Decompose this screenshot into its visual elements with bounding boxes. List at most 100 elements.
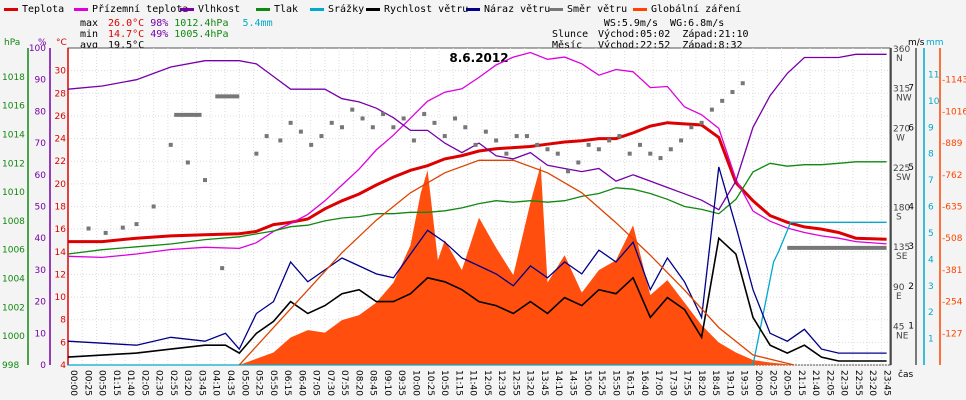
humidity-tick-label: 80	[35, 107, 47, 117]
pressure-tick-label: 1004	[2, 275, 25, 285]
wind-dir-tick-label: 135	[893, 243, 910, 253]
legend-swatch	[256, 8, 270, 11]
wind-direction-point	[278, 138, 283, 143]
rain-tick-label: 2	[928, 308, 934, 318]
wind-direction-point	[637, 142, 642, 147]
x-tick-label: 07:05	[311, 370, 321, 396]
wind-direction-point	[411, 138, 416, 143]
wind-speed-tick-label: 4	[908, 203, 914, 213]
x-tick-label: 12:05	[482, 370, 492, 396]
x-tick-label: 06:15	[282, 370, 292, 396]
stats-block: max 26.0°C 98% 1012.4hPa 5.4mm min 14.7°…	[80, 18, 273, 51]
wind-dir-compass-label: SW	[896, 173, 911, 183]
wind-direction-point	[370, 125, 375, 130]
wind-dir-tick-label: 225	[893, 164, 910, 174]
pressure-tick-label: 1000	[2, 332, 25, 342]
stat-avg-temp: 19.5°C	[108, 40, 145, 51]
wind-direction-point	[658, 156, 663, 161]
wind-dir-tick-label: 270	[893, 124, 910, 134]
x-tick-label: 01:40	[125, 370, 135, 396]
x-tick-label: 12:55	[510, 370, 520, 396]
legend-swatch	[180, 8, 194, 11]
x-tick-label: 11:15	[453, 370, 463, 396]
wind-direction-point	[185, 160, 190, 165]
temperature-tick-label: 18	[55, 203, 67, 213]
wind-direction-point	[422, 112, 427, 117]
wind-dir-compass-label: NE	[896, 331, 909, 341]
sun-label: Slunce	[552, 29, 589, 40]
x-tick-label: 18:20	[696, 370, 706, 396]
legend-swatch	[549, 8, 563, 11]
wind-direction-point	[381, 112, 386, 117]
wind-direction-point	[86, 226, 91, 231]
x-tick-label: 15:00	[582, 370, 592, 396]
wind-direction-point	[453, 116, 458, 121]
wind-speed-tick-label: 1	[908, 321, 914, 331]
x-tick-label: 08:20	[353, 370, 363, 396]
temperature-tick-label: 22	[55, 157, 66, 167]
wind-dir-tick-label: 315	[893, 85, 910, 95]
wind-direction-point	[627, 151, 632, 156]
stat-max-temp: 26.0°C	[108, 18, 145, 29]
temperature-tick-label: 28	[55, 89, 67, 99]
legend-swatch	[4, 8, 18, 11]
wind-dir-compass-label: E	[896, 292, 902, 302]
x-tick-label: 14:35	[567, 370, 577, 396]
x-tick-label: 23:20	[867, 370, 877, 396]
x-tick-label: 08:45	[368, 370, 378, 396]
x-tick-label: 10:00	[411, 370, 421, 396]
humidity-tick-label: 40	[35, 234, 47, 244]
series-line	[67, 166, 887, 354]
x-tick-label: 21:15	[796, 370, 806, 396]
x-tick-label: 21:40	[810, 370, 820, 396]
wind-direction-point	[679, 138, 684, 143]
chart-title: 8.6.2012	[449, 51, 508, 65]
legend-item: Globální záření	[633, 4, 741, 15]
x-tick-label: 06:40	[296, 370, 306, 396]
wind-direction-point	[607, 138, 612, 143]
legend-label: Teplota	[22, 4, 65, 15]
radiation-tick-label: -635	[942, 203, 962, 213]
wind-direction-point	[689, 125, 694, 130]
radiation-tick-label: -889	[942, 139, 963, 149]
series-line	[67, 161, 887, 255]
wind-direction-point	[586, 142, 591, 147]
wind-dir-compass-label: S	[896, 213, 902, 223]
wind-direction-point	[220, 266, 225, 271]
legend-label: Vlhkost	[198, 4, 241, 15]
rain-tick-label: 11	[928, 70, 939, 80]
wind-dir-compass-label: NW	[896, 94, 912, 104]
astro-block: WS:5.9m/s WG:6.8m/s Slunce Východ:05:02 …	[552, 18, 749, 51]
wind-speed-tick-label: 7	[908, 84, 914, 94]
radiation-tick-label: -1143	[942, 76, 966, 86]
pressure-tick-label: 1016	[2, 102, 25, 112]
x-axis-label: čas	[898, 369, 913, 380]
moon-set: Západ:8:32	[682, 40, 743, 51]
pressure-axis-unit: hPa	[4, 38, 20, 48]
rain-tick-label: 5	[928, 229, 934, 239]
series-line	[67, 236, 887, 362]
humidity-tick-label: 0	[40, 361, 46, 371]
x-tick-label: 13:45	[539, 370, 549, 396]
wind-dir-tick-label: 45	[893, 322, 904, 332]
wind-direction-point	[134, 222, 139, 227]
wind-direction-point	[709, 107, 714, 112]
humidity-tick-label: 20	[35, 298, 47, 308]
wind-direction-point	[494, 138, 499, 143]
temperature-tick-label: 14	[55, 248, 67, 258]
wind-direction-point	[360, 116, 365, 121]
x-tick-label: 19:10	[724, 370, 734, 396]
wind-direction-point	[617, 134, 622, 139]
humidity-tick-label: 100	[29, 44, 46, 54]
x-tick-label: 09:35	[396, 370, 406, 396]
x-tick-label: 20:50	[782, 370, 792, 396]
x-tick-label: 05:50	[268, 370, 278, 396]
x-tick-label: 22:55	[853, 370, 863, 396]
wind-direction-point	[203, 178, 207, 183]
legend-swatch	[366, 8, 380, 11]
stat-min-hum: 49%	[150, 29, 169, 40]
rain-tick-label: 3	[928, 282, 934, 292]
moon-rise: Východ:22:52	[598, 40, 671, 51]
rain-tick-label: 1	[928, 335, 934, 345]
radiation-tick-label: -508	[942, 234, 963, 244]
